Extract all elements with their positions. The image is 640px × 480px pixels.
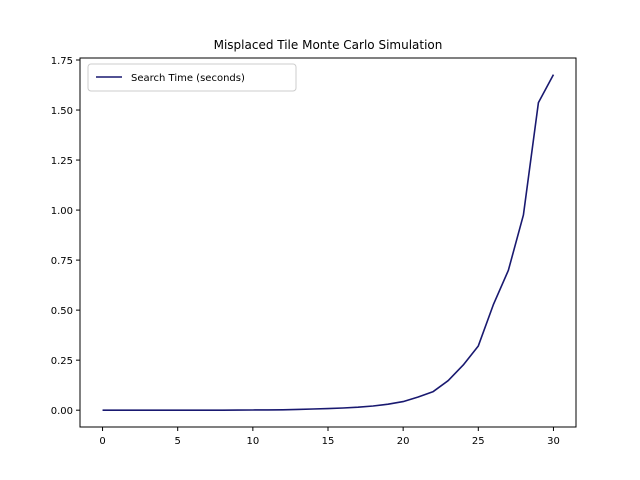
y-tick-label: 1.75 bbox=[51, 56, 73, 67]
x-tick-label: 25 bbox=[472, 436, 485, 447]
y-tick-label: 0.00 bbox=[51, 406, 73, 417]
y-tick-label: 1.50 bbox=[51, 106, 73, 117]
series-line bbox=[102, 74, 555, 411]
x-axis: 0 5 10 15 20 25 30 bbox=[99, 427, 560, 447]
y-tick-label: 0.50 bbox=[51, 306, 73, 317]
y-tick-label: 0.75 bbox=[51, 256, 73, 267]
y-tick-label: 0.25 bbox=[51, 356, 73, 367]
y-tick-label: 1.25 bbox=[51, 156, 73, 167]
x-tick-label: 30 bbox=[547, 436, 560, 447]
x-tick-label: 0 bbox=[99, 436, 105, 447]
legend-box bbox=[87, 63, 297, 92]
x-tick-label: 10 bbox=[246, 436, 259, 447]
y-axis: 0.00 0.25 0.50 0.75 1.00 1.25 1.50 1.75 bbox=[51, 56, 80, 417]
chart-title: Misplaced Tile Monte Carlo Simulation bbox=[214, 38, 443, 52]
legend: Search Time (seconds) bbox=[87, 63, 297, 92]
series-layer bbox=[102, 74, 555, 411]
y-tick-label: 1.00 bbox=[51, 206, 73, 217]
x-tick-label: 5 bbox=[175, 436, 181, 447]
x-tick-label: 15 bbox=[322, 436, 335, 447]
legend-label: Search Time (seconds) bbox=[131, 73, 245, 84]
x-tick-label: 20 bbox=[397, 436, 410, 447]
